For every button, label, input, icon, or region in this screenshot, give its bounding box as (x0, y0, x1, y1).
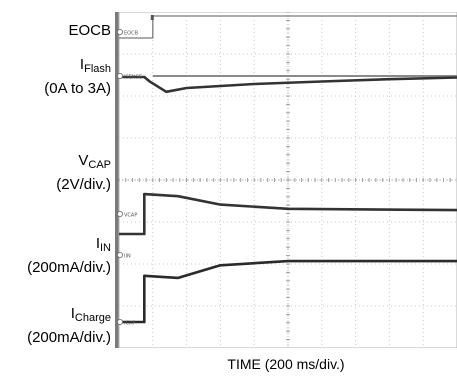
label-scale: (2V/div.) (56, 176, 111, 193)
label-sub: IN (100, 242, 111, 254)
channel-marker-icon (117, 318, 123, 325)
label-main: I (70, 305, 75, 322)
label-main: I (79, 56, 85, 73)
label-scale: (0A to 3A) (44, 80, 111, 97)
trigger-marker-icon (150, 15, 154, 20)
channel-label-vcap: VCAP (2V/div.) (56, 151, 111, 194)
channel-marker-label: ICAP (124, 321, 135, 327)
trace-icap (119, 259, 457, 324)
channel-marker-label: ISENSE (124, 75, 142, 81)
label-main: V (78, 152, 89, 169)
label-sub: Flash (84, 63, 111, 75)
channel-marker-label: IIN (124, 254, 131, 260)
label-main: I (95, 235, 100, 252)
oscilloscope-plot: EOCB ISENSE VCAP IIN ICAP (115, 12, 457, 348)
label-main: EOCB (68, 22, 111, 39)
x-axis-label: TIME (200 ms/div.) (227, 356, 345, 372)
channel-marker-icon (117, 73, 123, 80)
left-border (115, 12, 119, 348)
channel-markers: EOCB ISENSE VCAP IIN ICAP (117, 15, 154, 327)
channel-label-iflash: IFlash (0A to 3A) (44, 55, 111, 98)
channel-marker-icon (117, 251, 123, 258)
channel-marker-icon (117, 28, 123, 35)
channel-marker-label: EOCB (124, 31, 139, 37)
channel-marker-label: VCAP (124, 213, 137, 219)
trace-vcap (119, 75, 457, 94)
channel-label-icharge: ICharge (200mA/div.) (27, 304, 111, 347)
channel-marker-icon (117, 210, 123, 217)
trace-iin (119, 192, 457, 236)
traces (119, 15, 457, 324)
trace-eocb (119, 15, 457, 39)
label-scale: (200mA/div.) (27, 259, 111, 276)
grid (118, 12, 457, 348)
label-sub: Charge (74, 312, 111, 324)
channel-label-iin: IIN (200mA/div.) (27, 234, 111, 277)
label-sub: CAP (88, 159, 111, 171)
label-scale: (200mA/div.) (27, 329, 111, 346)
channel-label-eocb: EOCB (68, 21, 111, 40)
